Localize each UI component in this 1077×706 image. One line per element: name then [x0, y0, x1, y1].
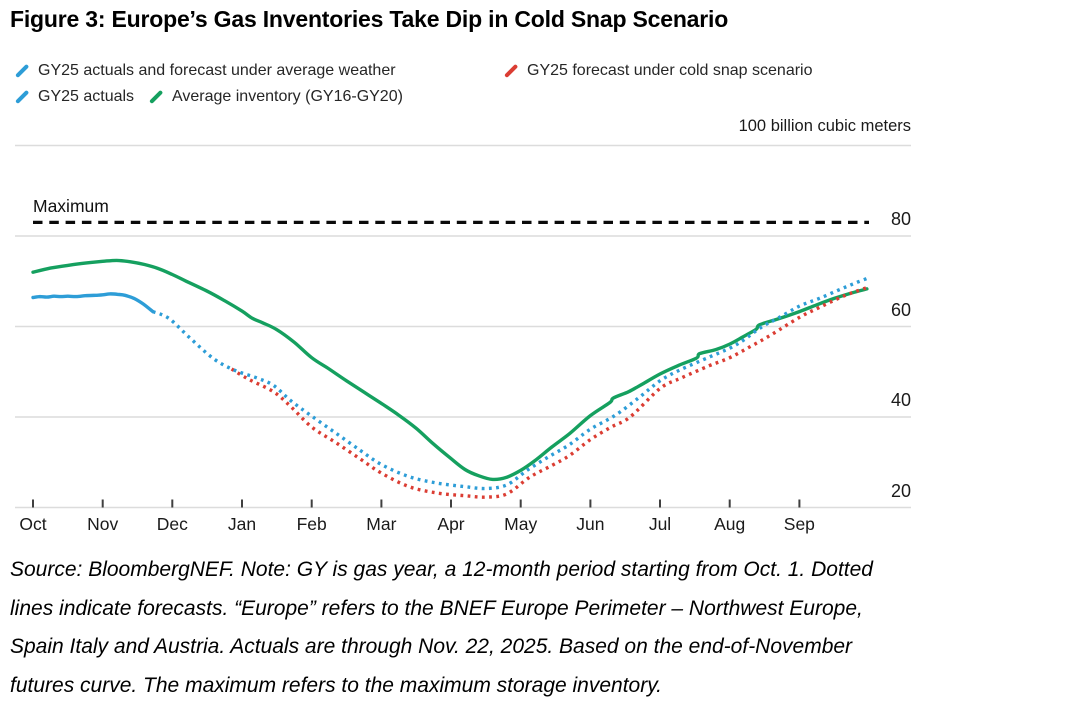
month-label-feb: Feb	[296, 514, 327, 534]
month-label-nov: Nov	[87, 514, 119, 534]
month-label-jan: Jan	[227, 514, 257, 534]
series-gy25-actuals-line	[31, 292, 155, 314]
series-avg-weather-forecast-line	[152, 276, 868, 491]
month-label-sep: Sep	[783, 514, 815, 534]
y-axis-label-40: 40	[890, 390, 911, 410]
y-axis-label-20: 20	[890, 480, 911, 501]
month-label-aug: Aug	[714, 514, 746, 534]
legend-item-avg-weather-forecast: GY25 actuals and forecast under average …	[12, 61, 396, 81]
y-axis-label-60: 60	[890, 299, 911, 320]
month-label-mar: Mar	[366, 514, 397, 534]
legend-item-average-inventory: Average inventory (GY16-GY20)	[146, 87, 403, 107]
month-label-dec: Dec	[156, 514, 188, 534]
maximum-line-label: Maximum	[33, 196, 109, 216]
month-label-jul: Jul	[648, 514, 672, 534]
legend-item-gy25-actuals: GY25 actuals	[12, 87, 134, 107]
source-note-line: lines indicate forecasts. “Europe” refer…	[10, 596, 863, 620]
source-note-line: Spain Italy and Austria. Actuals are thr…	[10, 635, 853, 658]
month-label-may: May	[504, 514, 538, 534]
legend-label: GY25 actuals	[38, 88, 135, 105]
legend-label: GY25 actuals and forecast under average …	[38, 62, 396, 79]
legend-label: Average inventory (GY16-GY20)	[172, 88, 403, 105]
y-axis-label-80: 80	[890, 209, 911, 229]
series-avg-inventory-line	[31, 258, 869, 482]
source-note-line: futures curve. The maximum refers to the…	[10, 673, 663, 697]
legend-item-cold-snap-forecast: GY25 forecast under cold snap scenario	[501, 61, 813, 81]
month-label-jun: Jun	[576, 514, 605, 534]
source-note-line: Source: BloombergNEF. Note: GY is gas ye…	[10, 558, 873, 581]
source-note: Source: BloombergNEF. Note: GY is gas ye…	[10, 551, 873, 705]
y-axis-units-label: 100 billion cubic meters	[738, 117, 911, 135]
month-label-oct: Oct	[19, 514, 47, 534]
figure-title: Figure 3: Europe’s Gas Inventories Take …	[10, 6, 729, 32]
series-cold-snap-forecast-line	[230, 286, 868, 499]
legend-label: GY25 forecast under cold snap scenario	[527, 62, 813, 79]
month-label-apr: Apr	[437, 514, 465, 534]
